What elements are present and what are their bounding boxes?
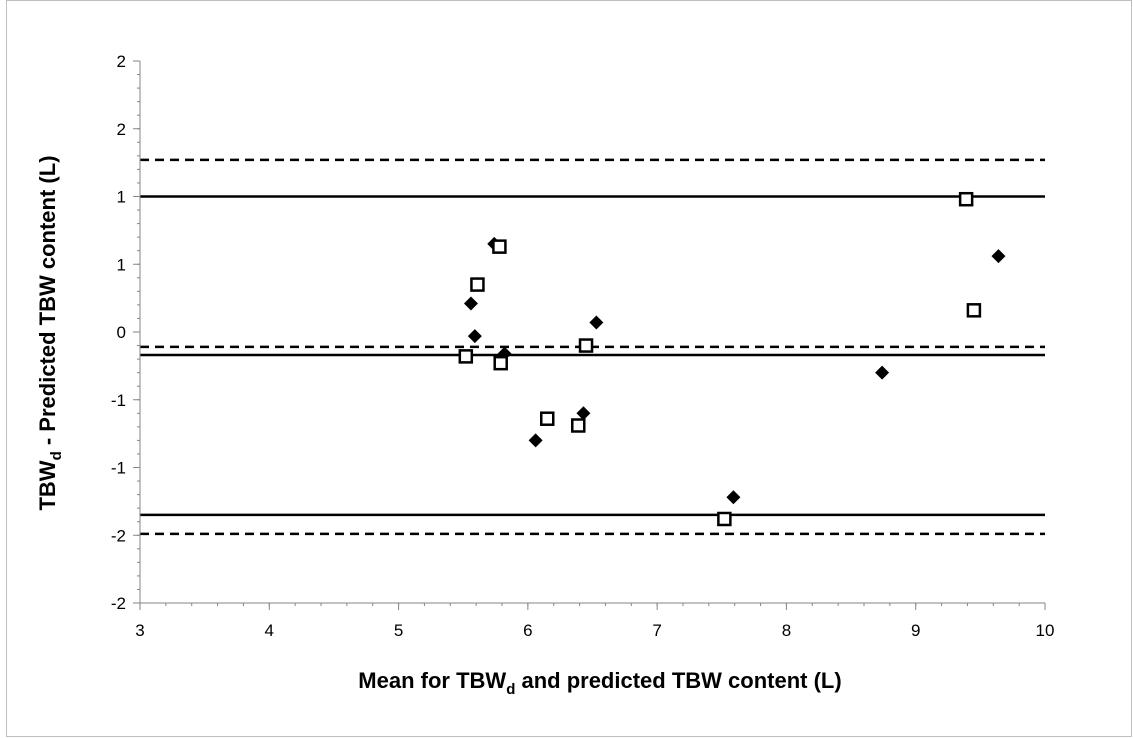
y-tick-label: 2 <box>117 52 126 71</box>
y-tick-label: 1 <box>117 188 126 207</box>
diamond-point <box>576 406 591 421</box>
square-point <box>571 418 586 433</box>
square-point <box>578 338 594 353</box>
x-tick-label: 9 <box>911 621 920 640</box>
x-tick-label: 5 <box>394 621 403 640</box>
square-point <box>717 511 732 527</box>
x-tick-label: 7 <box>652 621 661 640</box>
y-axis-title: TBWd - Predicted TBW content (L) <box>35 155 65 510</box>
diamond-point <box>991 249 1006 264</box>
square-point <box>458 349 474 364</box>
x-tick-label: 4 <box>265 621 274 640</box>
y-tick-label: 0 <box>117 323 126 342</box>
y-tick-label: -1 <box>111 459 126 478</box>
x-tick-label: 8 <box>782 621 791 640</box>
y-tick-label: 2 <box>117 120 126 139</box>
square-point <box>493 355 508 371</box>
y-tick-label: -1 <box>111 391 126 410</box>
diamond-point <box>463 296 478 311</box>
y-tick-label: -2 <box>111 594 126 613</box>
square-point <box>966 303 982 318</box>
reference-lines <box>140 158 1045 536</box>
x-axis-title: Mean for TBWd and predicted TBW content … <box>358 668 841 698</box>
square-point <box>470 277 485 292</box>
x-tick-label: 3 <box>135 621 144 640</box>
chart-area <box>6 0 1132 737</box>
square-point <box>492 239 507 254</box>
diamond-point <box>528 433 543 448</box>
square-point <box>540 411 555 426</box>
square-point <box>958 191 974 207</box>
diamond-point <box>875 365 890 380</box>
diamond-point <box>589 315 604 330</box>
x-tick-label: 10 <box>1036 621 1055 640</box>
diamond-point <box>726 490 741 505</box>
y-tick-label: -2 <box>111 526 126 545</box>
y-tick-label: 1 <box>117 255 126 274</box>
diamond-point <box>467 329 482 344</box>
x-tick-label: 6 <box>523 621 532 640</box>
data-points <box>458 191 1006 527</box>
